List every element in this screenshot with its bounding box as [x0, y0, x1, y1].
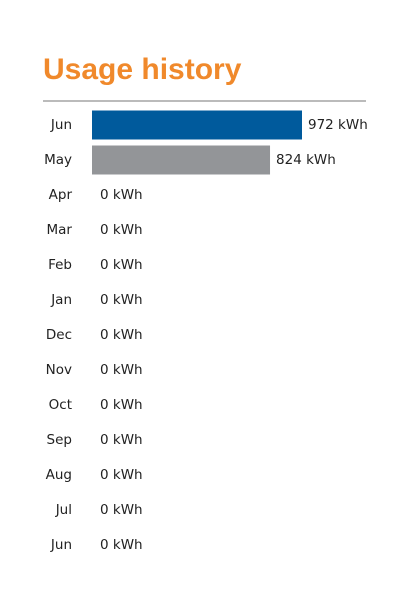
category-label: Mar — [47, 222, 73, 238]
value-label: 824 kWh — [276, 152, 336, 168]
value-label: 0 kWh — [100, 502, 143, 518]
value-label: 0 kWh — [100, 467, 143, 483]
value-label: 0 kWh — [100, 257, 143, 273]
value-label: 0 kWh — [100, 222, 143, 238]
category-label: Jun — [50, 537, 72, 553]
category-label: Nov — [46, 362, 72, 378]
value-label: 0 kWh — [100, 537, 143, 553]
category-label: Aug — [46, 467, 72, 483]
value-label: 0 kWh — [100, 432, 143, 448]
value-label: 0 kWh — [100, 187, 143, 203]
category-label: Jan — [50, 292, 72, 308]
category-label: Oct — [49, 397, 72, 413]
category-label: Jul — [55, 502, 72, 518]
bar — [92, 110, 302, 140]
category-label: Dec — [46, 327, 72, 343]
value-label: 0 kWh — [100, 292, 143, 308]
bar — [92, 145, 271, 175]
chart-title: Usage history — [43, 53, 242, 86]
category-label: May — [44, 152, 72, 168]
category-label: Feb — [48, 257, 72, 273]
value-label: 0 kWh — [100, 362, 143, 378]
category-label: Sep — [47, 432, 72, 448]
value-label: 0 kWh — [100, 327, 143, 343]
value-label: 0 kWh — [100, 397, 143, 413]
value-label: 972 kWh — [308, 117, 368, 133]
category-label: Jun — [50, 117, 72, 133]
category-label: Apr — [49, 187, 73, 203]
